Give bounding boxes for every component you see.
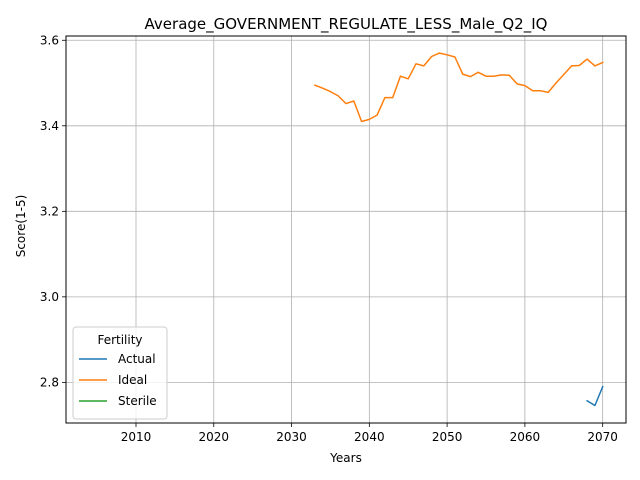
y-axis-ticks: 2.8 3.0 3.2 3.4 3.6 [40, 33, 66, 389]
plot-frame [65, 35, 627, 424]
y-tick-label: 3.4 [40, 119, 59, 133]
y-tick-label: 3.2 [40, 204, 59, 218]
x-tick-label: 2060 [510, 430, 541, 444]
legend-label-sterile: Sterile [118, 394, 157, 408]
legend-label-actual: Actual [118, 352, 156, 366]
series-lines [313, 52, 604, 407]
legend-items: Actual Ideal Sterile [79, 352, 157, 408]
legend-title: Fertility [97, 333, 142, 347]
legend-box [72, 326, 168, 420]
series-line-actual [586, 385, 604, 407]
x-axis-ticks: 2010 2020 2030 2040 2050 2060 2070 [121, 423, 618, 444]
x-tick-label: 2010 [121, 430, 152, 444]
legend: Fertility Actual Ideal Sterile [72, 326, 168, 420]
x-tick-label: 2030 [276, 430, 307, 444]
series-line-ideal [313, 52, 604, 123]
x-tick-label: 2040 [354, 430, 385, 444]
x-tick-label: 2020 [199, 430, 230, 444]
x-tick-label: 2050 [432, 430, 463, 444]
chart-title: Average_GOVERNMENT_REGULATE_LESS_Male_Q2… [145, 15, 548, 34]
y-tick-label: 2.8 [40, 375, 59, 389]
legend-label-ideal: Ideal [118, 373, 147, 387]
x-tick-label: 2070 [587, 430, 618, 444]
x-axis-label: Years [329, 451, 362, 465]
y-tick-label: 3.0 [40, 290, 59, 304]
y-tick-label: 3.6 [40, 33, 59, 47]
y-axis-label: Score(1-5) [14, 195, 28, 258]
